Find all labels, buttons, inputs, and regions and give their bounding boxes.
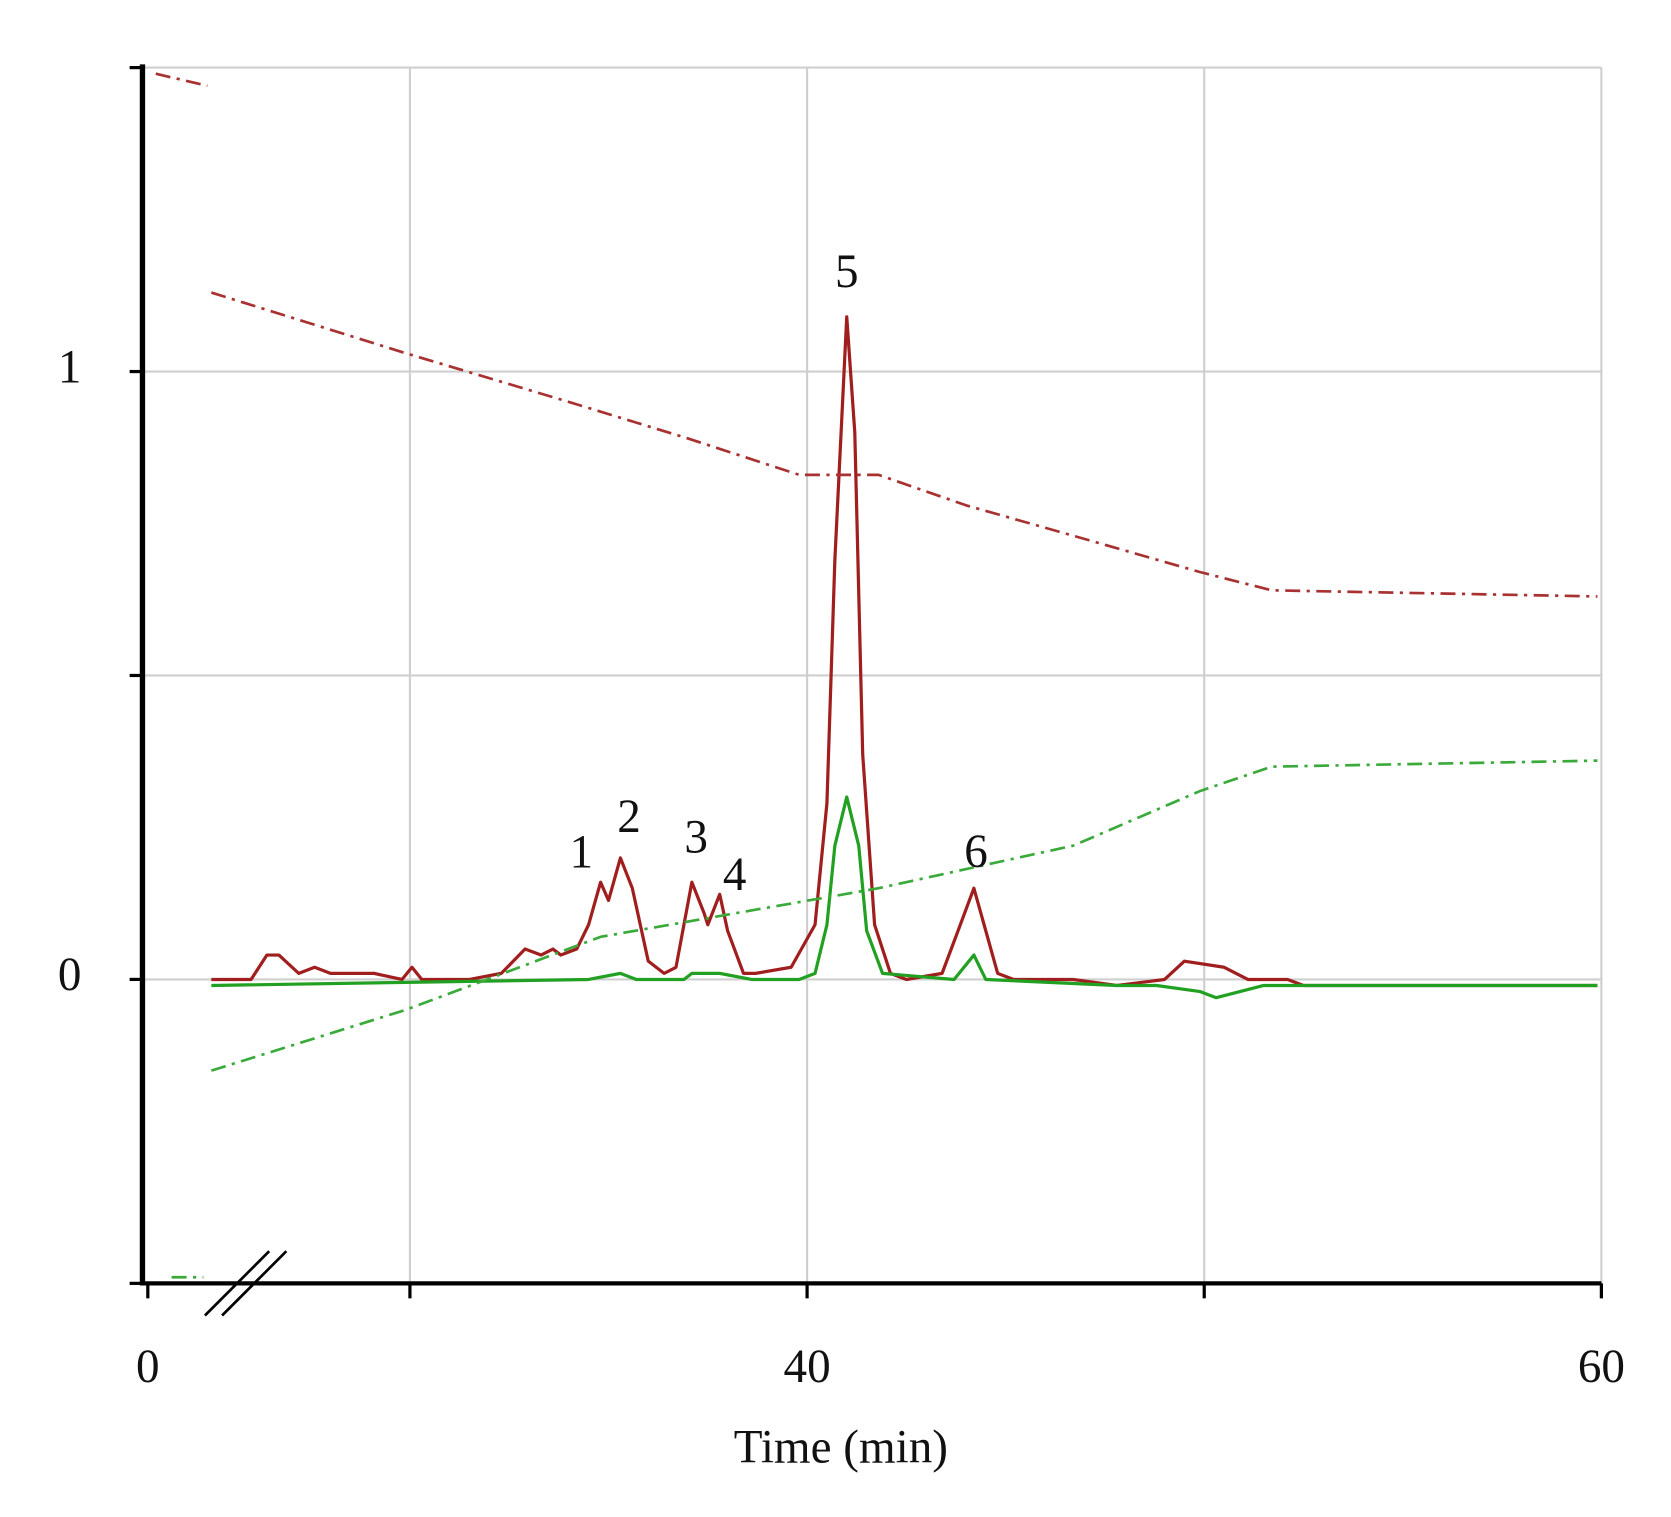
peak-label: 4 (723, 849, 747, 901)
gradient-line (155, 72, 1598, 598)
y-tick-label: 1 (58, 341, 82, 393)
x-tick-label: 40 (784, 1341, 831, 1393)
peak-label: 5 (835, 246, 859, 298)
x-tick-label: 60 (1578, 1341, 1625, 1393)
peak-label: 6 (964, 826, 988, 878)
x-axis-label: Time (min) (734, 1421, 948, 1473)
axis-break (221, 1250, 288, 1317)
x-tick-label: 0 (136, 1341, 160, 1393)
chromatogram-line (211, 315, 1598, 988)
peak-label: 2 (617, 791, 641, 843)
y-tick-label: 0 (58, 949, 82, 1001)
peak-label: 3 (684, 811, 708, 863)
gradient-line (171, 759, 1598, 1279)
peak-label: 1 (570, 826, 594, 878)
chromatogram-line (211, 795, 1598, 1000)
axis-break (203, 1250, 271, 1317)
